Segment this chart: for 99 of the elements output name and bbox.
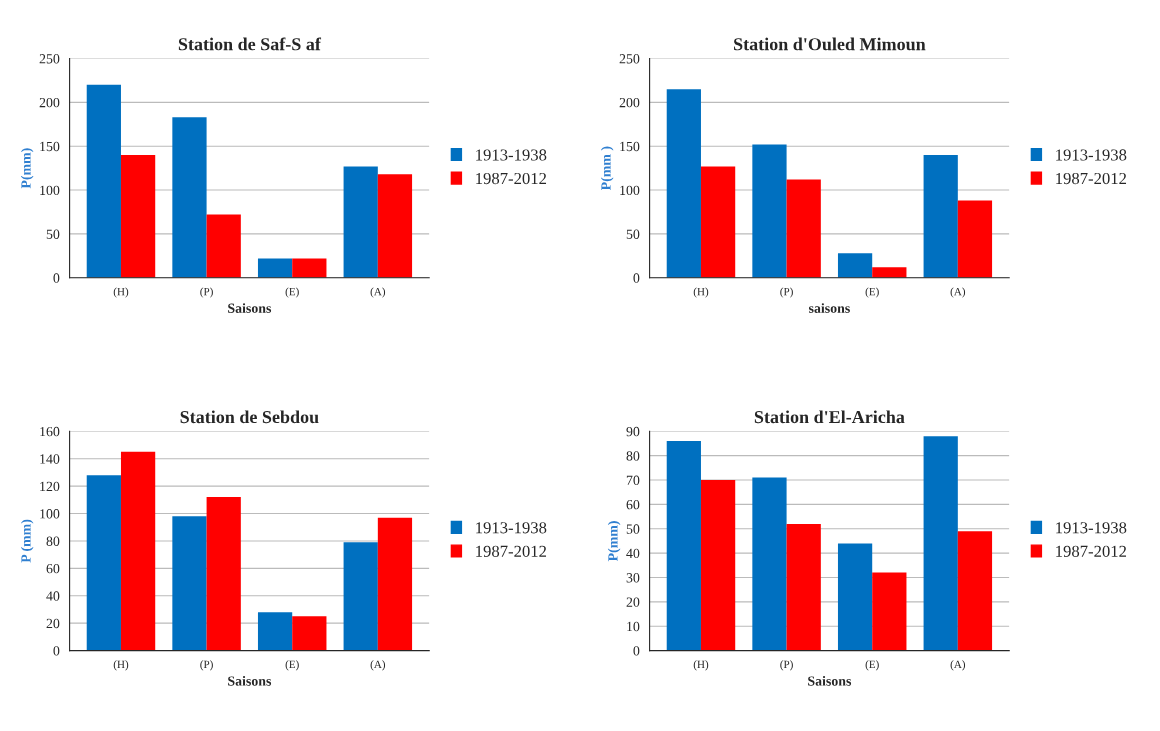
bar xyxy=(343,542,378,651)
y-tick-label: 80 xyxy=(46,536,60,546)
y-tick-label: 0 xyxy=(53,273,60,283)
bar xyxy=(957,200,993,278)
y-tick-label: 0 xyxy=(633,273,640,283)
y-tick-label: 20 xyxy=(46,618,60,629)
bar xyxy=(172,516,207,651)
bar xyxy=(872,267,907,278)
x-tick-label: (P) xyxy=(780,287,793,298)
bar xyxy=(172,117,207,278)
x-axis-title: Saisons xyxy=(808,675,852,686)
y-tick-label: 160 xyxy=(40,426,60,437)
y-tick-label: 150 xyxy=(620,141,640,152)
bar xyxy=(700,480,736,651)
chart-title: Station de Saf-S af xyxy=(178,37,322,51)
y-tick-label: 20 xyxy=(626,597,640,607)
chart-title: Station de Sebdou xyxy=(180,410,319,424)
bar xyxy=(206,214,241,278)
x-tick-label: (A) xyxy=(950,287,966,298)
bar xyxy=(120,451,156,651)
y-tick-label: 140 xyxy=(40,454,60,464)
bar xyxy=(206,497,241,651)
legend-label: 1913-1938 xyxy=(476,149,547,161)
legend-label: 1987-2012 xyxy=(1056,545,1127,557)
legend-label: 1987-2012 xyxy=(476,172,547,185)
y-tick-label: 50 xyxy=(626,229,640,239)
y-tick-label: 30 xyxy=(626,573,640,583)
x-tick-label: (E) xyxy=(285,660,299,671)
y-tick-label: 50 xyxy=(626,524,640,534)
bar xyxy=(377,517,413,651)
bar xyxy=(752,477,787,651)
x-tick-label: (H) xyxy=(113,287,129,298)
x-tick-label: (E) xyxy=(865,660,879,671)
legend-label: 1913-1938 xyxy=(1056,149,1127,161)
y-tick-label: 0 xyxy=(633,646,640,656)
x-tick-label: (H) xyxy=(693,660,709,671)
bar xyxy=(837,543,873,651)
x-tick-label: (E) xyxy=(865,287,879,298)
x-tick-label: (P) xyxy=(200,287,213,298)
bar xyxy=(666,89,701,278)
x-tick-label: (H) xyxy=(113,660,129,671)
legend-label: 1913-1938 xyxy=(1056,522,1127,534)
bar xyxy=(923,436,958,651)
bar xyxy=(86,84,121,278)
x-tick-label: (A) xyxy=(950,660,966,671)
y-tick-label: 150 xyxy=(40,141,60,152)
y-tick-label: 100 xyxy=(40,185,60,196)
y-tick-label: 10 xyxy=(627,621,640,632)
y-tick-label: 0 xyxy=(53,646,60,656)
x-axis-title: saisons xyxy=(808,303,850,313)
bar xyxy=(752,144,787,278)
x-tick-label: (A) xyxy=(370,287,386,298)
y-tick-label: 40 xyxy=(46,591,60,601)
bar xyxy=(700,166,736,278)
y-tick-label: 250 xyxy=(39,54,60,64)
bar xyxy=(666,441,701,651)
bar xyxy=(292,616,327,651)
chart-title: Station d'El-Aricha xyxy=(754,410,905,424)
bar xyxy=(120,154,156,278)
y-axis-title: P(mm) xyxy=(20,148,34,189)
y-axis-title: P(mm ) xyxy=(600,146,614,191)
x-tick-label: (H) xyxy=(693,287,709,298)
y-tick-label: 100 xyxy=(40,509,60,519)
bar xyxy=(257,612,293,651)
x-axis-title: Saisons xyxy=(228,675,272,686)
legend-label: 1987-2012 xyxy=(476,545,547,557)
y-tick-label: 60 xyxy=(626,499,640,510)
y-tick-label: 250 xyxy=(619,54,640,64)
y-tick-label: 200 xyxy=(39,97,60,108)
bar xyxy=(257,258,293,278)
bar xyxy=(292,258,327,278)
y-tick-label: 50 xyxy=(46,229,60,239)
y-tick-label: 100 xyxy=(620,185,640,196)
x-tick-label: (P) xyxy=(780,660,793,671)
bar xyxy=(786,179,821,278)
bar xyxy=(377,174,413,278)
y-tick-label: 40 xyxy=(626,548,640,559)
y-tick-label: 90 xyxy=(626,426,640,437)
bar xyxy=(786,523,821,651)
y-tick-label: 70 xyxy=(626,475,640,485)
bar xyxy=(957,531,993,651)
x-tick-label: (A) xyxy=(370,660,386,671)
y-tick-label: 200 xyxy=(619,97,640,108)
bar xyxy=(343,166,378,278)
legend-label: 1987-2012 xyxy=(1056,172,1127,185)
x-axis-title: Saisons xyxy=(228,303,272,313)
bar xyxy=(837,253,873,278)
legend-label: 1913-1938 xyxy=(476,522,547,534)
bar xyxy=(872,572,907,651)
y-tick-label: 120 xyxy=(40,481,60,492)
chart-title: Station d'Ouled Mimoun xyxy=(734,37,926,51)
x-tick-label: (E) xyxy=(285,287,299,298)
y-tick-label: 60 xyxy=(46,563,60,574)
x-tick-label: (P) xyxy=(200,660,213,671)
y-tick-label: 80 xyxy=(626,451,640,461)
bar xyxy=(86,475,121,651)
y-axis-title: P(mm) xyxy=(607,521,621,562)
bar xyxy=(923,154,958,278)
y-axis-title: P (mm) xyxy=(20,519,34,563)
